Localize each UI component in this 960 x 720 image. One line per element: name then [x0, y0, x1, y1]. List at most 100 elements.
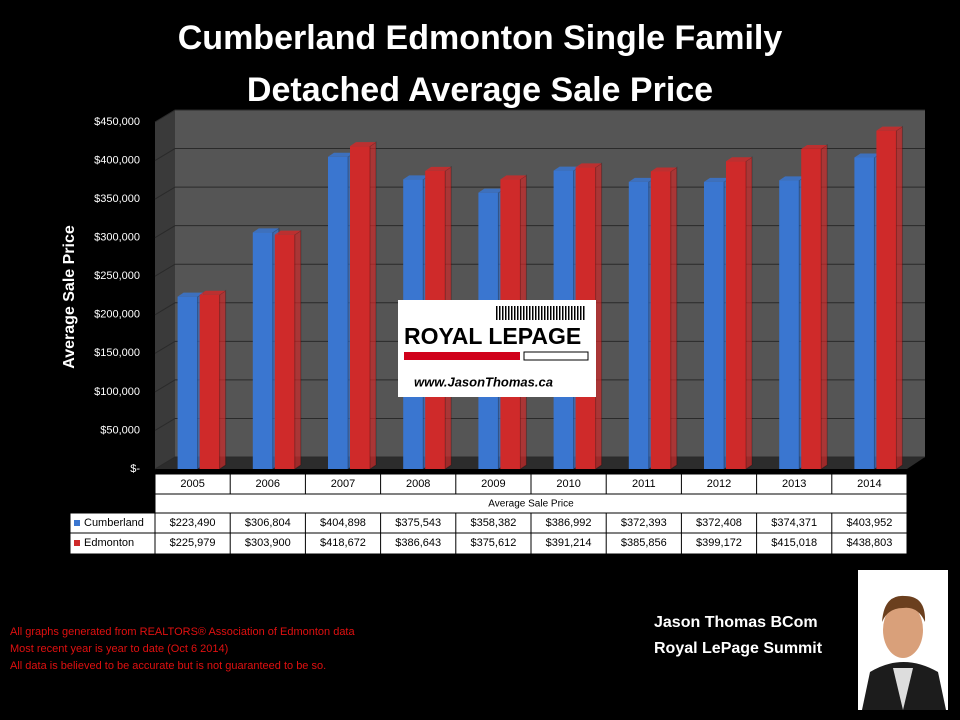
bar: [328, 156, 348, 469]
x-axis-label: Average Sale Price: [488, 499, 574, 510]
table-cell: $372,393: [621, 517, 667, 529]
bar-top: [779, 176, 806, 181]
bar-top: [553, 166, 580, 171]
bar: [177, 296, 198, 469]
bar-top: [274, 230, 301, 235]
bar-side: [369, 141, 377, 470]
photo-face: [883, 602, 923, 658]
bar-side: [895, 125, 903, 470]
bar: [628, 181, 649, 469]
y-tick-label: $250,000: [94, 270, 140, 282]
bar: [704, 181, 724, 470]
bar: [350, 146, 370, 470]
table-cell: $303,900: [245, 537, 291, 549]
legend-label: Cumberland: [84, 517, 144, 529]
stripe: [574, 306, 576, 320]
stripe: [538, 306, 540, 320]
bar-top: [328, 152, 354, 157]
stripe: [496, 306, 498, 320]
y-tick-label: $100,000: [94, 386, 140, 398]
grid-line: [154, 148, 925, 161]
stripe: [526, 306, 528, 320]
logo-bar: [523, 351, 589, 361]
bar: [779, 180, 800, 469]
y-tick-label: $200,000: [94, 309, 140, 321]
chart-title: Cumberland Edmonton Single Family: [178, 19, 783, 57]
stripe: [511, 306, 513, 320]
bar-top: [628, 177, 655, 182]
stripe: [562, 306, 564, 320]
bar: [199, 294, 220, 469]
stripe: [580, 306, 582, 320]
bar: [252, 232, 273, 469]
stripe: [520, 306, 522, 320]
x-tick-label: 2009: [481, 478, 505, 490]
table-cell: $306,804: [245, 517, 291, 529]
stripe: [553, 306, 555, 320]
bar: [801, 148, 822, 469]
stripe: [544, 306, 546, 320]
table-cell: $372,408: [696, 517, 742, 529]
bar-top: [350, 142, 376, 147]
stripe: [547, 306, 549, 320]
agent-name: Jason Thomas BCom: [654, 614, 818, 631]
footer-note: All graphs generated from REALTORS® Asso…: [10, 626, 355, 638]
legend-label: Edmonton: [84, 537, 134, 549]
photo-shirt: [893, 668, 913, 710]
table-cell: $386,992: [546, 517, 592, 529]
table-cell: $399,172: [696, 537, 742, 549]
grid-line: [154, 109, 925, 123]
side-wall: [155, 110, 175, 469]
bar-top: [177, 292, 204, 297]
plot: [154, 109, 925, 470]
bar-top: [500, 175, 527, 180]
table-cell: $418,672: [320, 537, 366, 549]
bar-side: [820, 144, 828, 470]
x-tick-label: 2008: [406, 478, 430, 490]
x-tick-label: 2014: [857, 478, 881, 490]
logo-stripes: [496, 306, 585, 320]
bar-top: [425, 166, 452, 171]
stripe: [556, 306, 558, 320]
x-tick-label: 2005: [180, 478, 204, 490]
bar-top: [575, 163, 602, 168]
bar-side: [294, 229, 302, 470]
logo: ROYAL LEPAGE www.JasonThomas.ca: [398, 300, 596, 397]
stripe: [565, 306, 567, 320]
table-cell: $386,643: [395, 537, 441, 549]
logo-bar: [404, 352, 520, 360]
table-cell: $404,898: [320, 517, 366, 529]
bar-side: [745, 156, 753, 470]
bar-top: [704, 177, 730, 182]
stripe: [535, 306, 537, 320]
stripe: [508, 306, 510, 320]
bar-top: [854, 153, 881, 158]
bar: [726, 161, 746, 469]
y-tick-label: $450,000: [94, 116, 140, 128]
stripe: [502, 306, 504, 320]
table-cell: $358,382: [470, 517, 516, 529]
stripe: [532, 306, 534, 320]
logo-url: www.JasonThomas.ca: [414, 374, 553, 389]
bar-side: [219, 289, 227, 470]
bar-side: [595, 162, 603, 470]
x-tick-label: 2011: [632, 478, 656, 490]
bar-top: [726, 157, 752, 162]
y-tick-label: $-: [130, 463, 140, 475]
photo-hair: [882, 595, 926, 622]
footer-note: All data is believed to be accurate but …: [10, 660, 326, 672]
stripe: [541, 306, 543, 320]
stripe: [517, 306, 519, 320]
bar: [854, 157, 875, 469]
stripe: [550, 306, 552, 320]
bar-top: [876, 126, 903, 131]
table-cell: $375,543: [395, 517, 441, 529]
x-tick-label: 2010: [556, 478, 580, 490]
agent-photo: [858, 570, 948, 710]
agent-company: Royal LePage Summit: [654, 640, 823, 657]
bar-top: [478, 188, 505, 193]
stripe: [523, 306, 525, 320]
bar: [650, 171, 671, 469]
logo-brand: ROYAL LEPAGE: [404, 323, 581, 349]
